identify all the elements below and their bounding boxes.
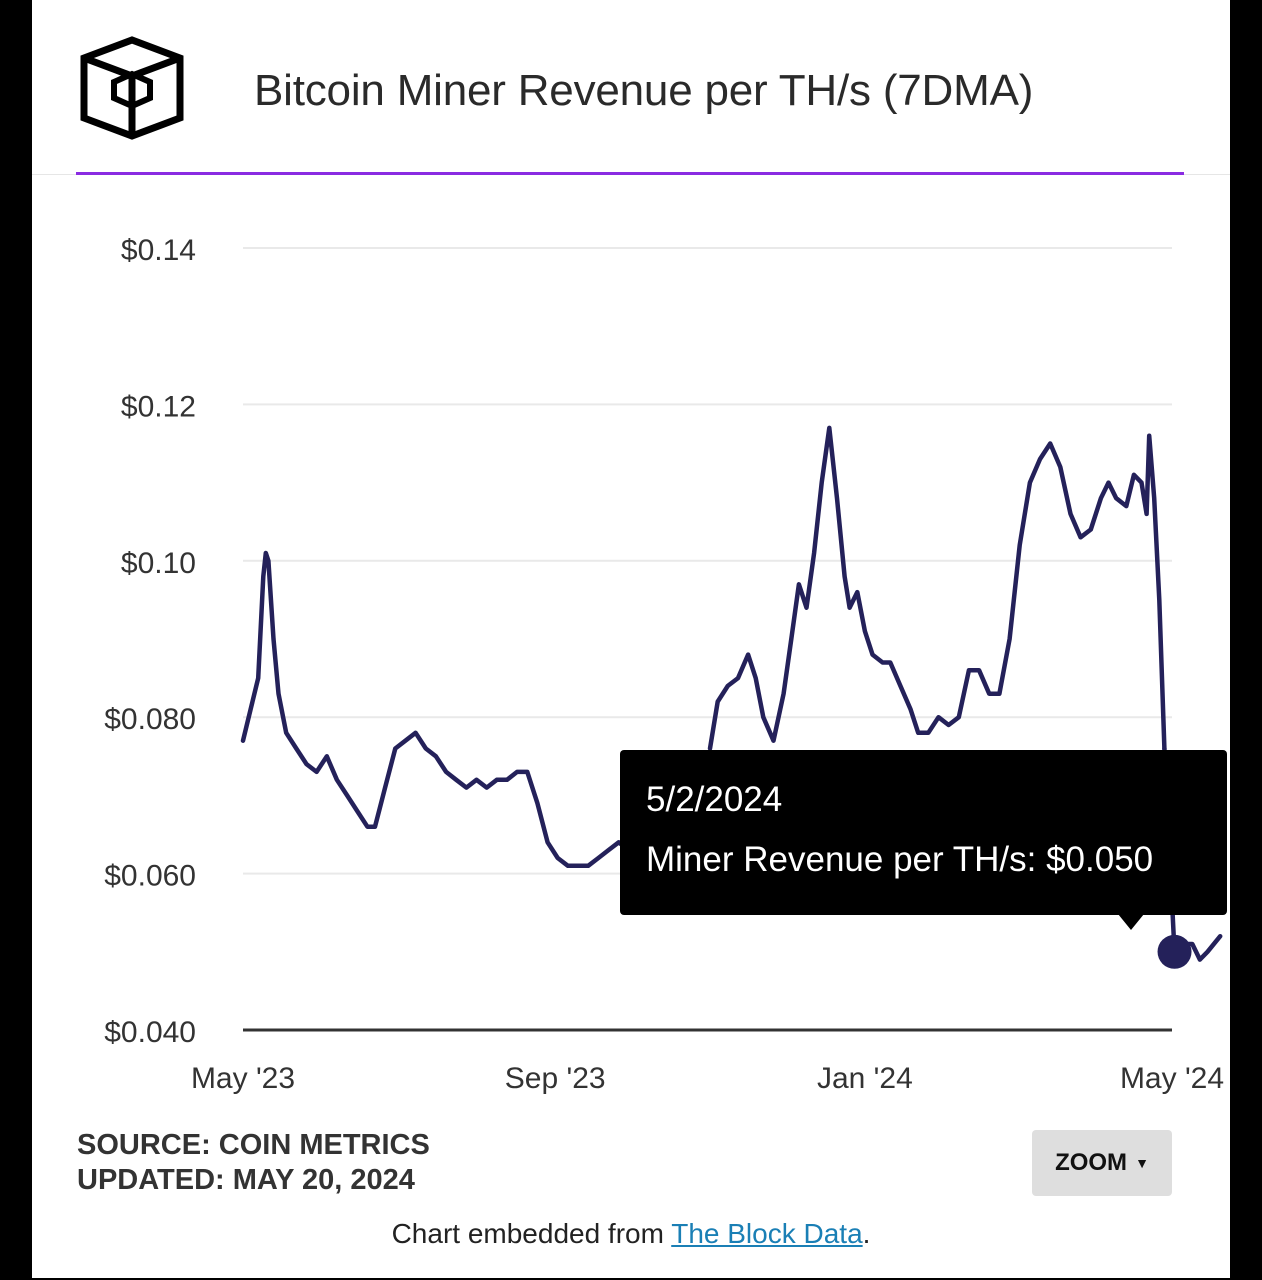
x-tick-label: May '24: [1120, 1062, 1224, 1095]
chart-card: Bitcoin Miner Revenue per TH/s (7DMA) $0…: [32, 0, 1230, 1278]
chart-title: Bitcoin Miner Revenue per TH/s (7DMA): [254, 66, 1034, 115]
the-block-data-link[interactable]: The Block Data: [671, 1218, 863, 1249]
line-chart: $0.040 $0.060 $0.080 $0.10 $0.12 $0.14 May '2…: [104, 234, 1224, 1095]
y-tick-label: $0.080: [104, 703, 196, 736]
chart-tooltip: 5/2/2024 Miner Revenue per TH/s: $0.050: [620, 750, 1227, 915]
y-tick-label: $0.12: [121, 390, 196, 423]
the-block-logo-icon: [80, 36, 184, 140]
y-tick-label: $0.10: [121, 547, 196, 580]
y-tick-label: $0.040: [104, 1016, 196, 1049]
source-label: SOURCE: COIN METRICS: [77, 1129, 430, 1161]
embed-credit: Chart embedded from The Block Data.: [32, 1218, 1230, 1250]
zoom-label: ZOOM: [1055, 1149, 1128, 1176]
y-tick-label: $0.060: [104, 860, 196, 893]
caret-down-icon: ▼: [1135, 1155, 1149, 1171]
tooltip-value: Miner Revenue per TH/s: $0.050: [646, 840, 1154, 879]
chart-header: Bitcoin Miner Revenue per TH/s (7DMA): [32, 0, 1230, 176]
x-tick-label: Jan '24: [817, 1062, 913, 1095]
highlight-point: [1157, 934, 1192, 969]
accent-divider: [76, 172, 1184, 175]
zoom-button[interactable]: ZOOM ▼: [1032, 1130, 1172, 1196]
updated-label: UPDATED: MAY 20, 2024: [77, 1164, 415, 1196]
series-line-segment: [707, 425, 1167, 751]
embed-prefix: Chart embedded from: [391, 1218, 672, 1249]
tooltip-date: 5/2/2024: [646, 780, 783, 819]
series-line-segment: [240, 550, 652, 869]
x-tick-label: Sep '23: [505, 1062, 606, 1095]
x-tick-label: May '23: [191, 1062, 295, 1095]
y-tick-label: $0.14: [121, 234, 196, 267]
tooltip-pointer: [1118, 914, 1144, 930]
footer-meta: SOURCE: COIN METRICS UPDATED: MAY 20, 20…: [77, 1128, 430, 1198]
embed-suffix: .: [862, 1218, 871, 1249]
